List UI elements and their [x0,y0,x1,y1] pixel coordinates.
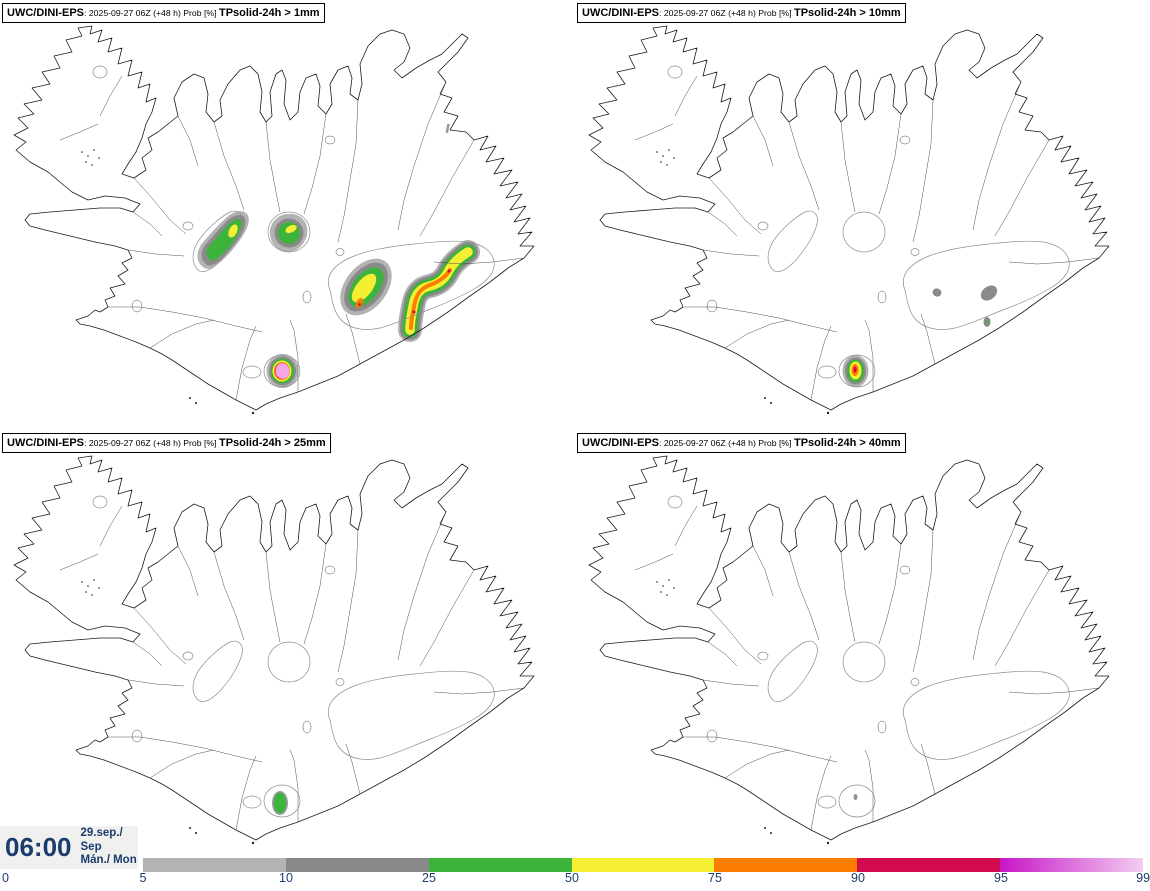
run-info: : 2025-09-27 06Z (+48 h) Prob [%] [659,8,794,18]
iceland-map-panel-3 [13,455,535,845]
product-name: UWC/DINI-EPS [7,7,84,19]
panel-title: UWC/DINI-EPS: 2025-09-27 06Z (+48 h) Pro… [577,3,906,23]
iceland-map-panel-1 [13,25,535,415]
panel-tpsolid-40mm: UWC/DINI-EPS: 2025-09-27 06Z (+48 h) Pro… [575,430,1150,860]
run-info: : 2025-09-27 06Z (+48 h) Prob [%] [84,438,219,448]
threshold-label: TPsolid-24h > 40mm [793,437,901,449]
valid-time: 06:00 [5,832,72,862]
colorbar-seg-95-99 [1000,858,1144,872]
product-name: UWC/DINI-EPS [7,437,84,449]
product-name: UWC/DINI-EPS [582,437,659,449]
colorbar-seg-75-90 [714,858,858,872]
tick-75: 75 [708,871,722,885]
colorbar-seg-25-50 [428,858,572,872]
panel-tpsolid-25mm: UWC/DINI-EPS: 2025-09-27 06Z (+48 h) Pro… [0,430,575,860]
run-info: : 2025-09-27 06Z (+48 h) Prob [%] [659,438,794,448]
colorbar-seg-90-95 [857,858,1001,872]
tick-5: 5 [139,871,147,885]
tick-90: 90 [851,871,865,885]
tick-95: 95 [994,871,1008,885]
valid-time-box: 06:00 29.sep./ Sep Mán./ Mon [0,826,138,869]
panel-title: UWC/DINI-EPS: 2025-09-27 06Z (+48 h) Pro… [577,433,906,453]
colorbar-seg-50-75 [571,858,715,872]
iceland-map-panel-2 [588,25,1110,415]
valid-day-line: Mán./ Mon [80,854,137,867]
panel-title: UWC/DINI-EPS: 2025-09-27 06Z (+48 h) Pro… [2,433,331,453]
colorbar-tick-labels: 0 5 10 25 50 75 90 95 99 [0,871,1150,889]
run-info: : 2025-09-27 06Z (+48 h) Prob [%] [84,8,219,18]
tick-99: 99 [1136,871,1150,885]
threshold-label: TPsolid-24h > 1mm [218,7,320,19]
probability-colorbar [143,858,1144,872]
panel-title: UWC/DINI-EPS: 2025-09-27 06Z (+48 h) Pro… [2,3,325,23]
tick-0: 0 [2,871,9,885]
product-name: UWC/DINI-EPS [582,7,659,19]
colorbar-seg-5-10 [143,858,286,872]
threshold-label: TPsolid-24h > 25mm [218,437,326,449]
tick-10: 10 [279,871,293,885]
tick-25: 25 [422,871,436,885]
valid-date-line: 29.sep./ Sep [80,826,123,853]
colorbar-seg-10-25 [285,858,429,872]
threshold-label: TPsolid-24h > 10mm [793,7,901,19]
panel-tpsolid-10mm: UWC/DINI-EPS: 2025-09-27 06Z (+48 h) Pro… [575,0,1150,430]
iceland-map-panel-4 [588,455,1110,845]
panel-tpsolid-1mm: UWC/DINI-EPS: 2025-09-27 06Z (+48 h) Pro… [0,0,575,430]
tick-50: 50 [565,871,579,885]
valid-date: 29.sep./ Sep Mán./ Mon [81,827,139,868]
